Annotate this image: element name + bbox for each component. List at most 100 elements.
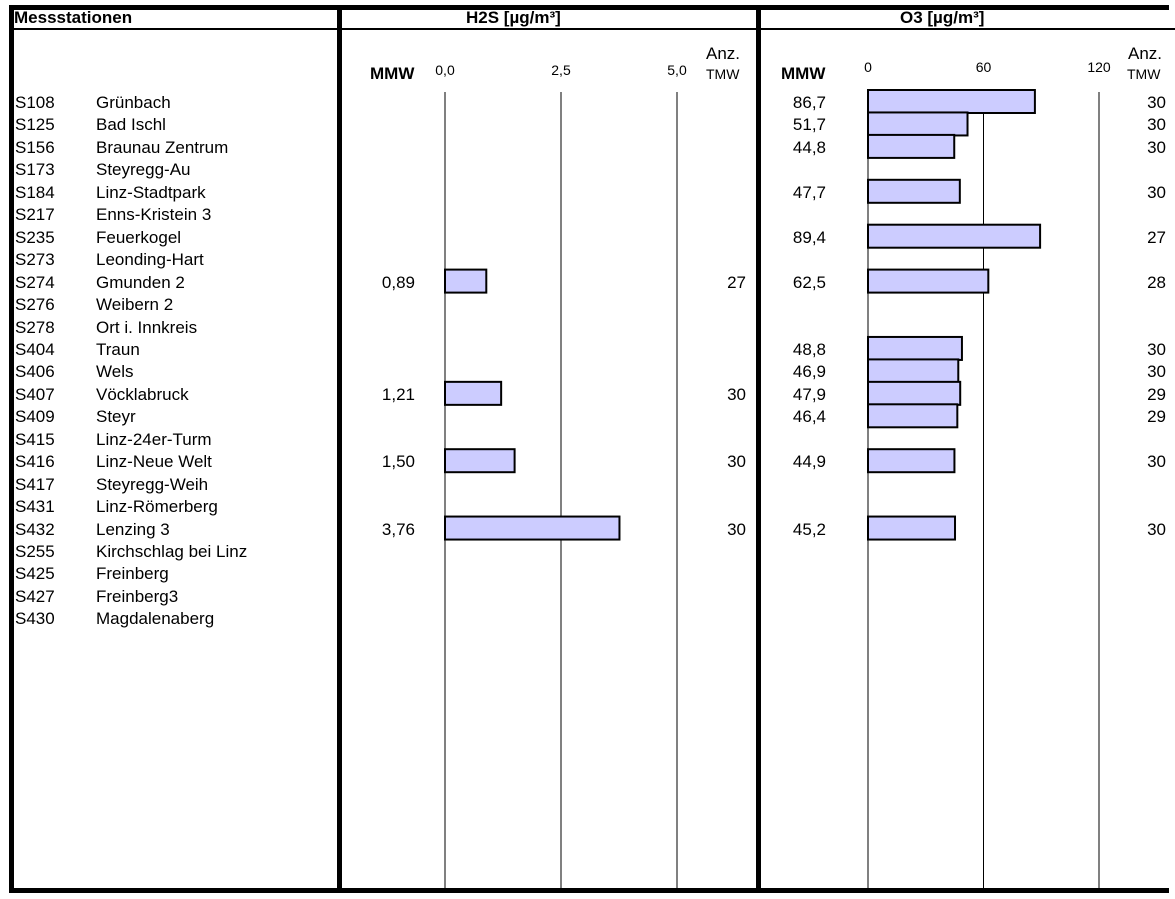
h2s-title: H2S [µg/m³] bbox=[466, 8, 561, 27]
station-code: S416 bbox=[15, 452, 55, 472]
station-code: S406 bbox=[15, 362, 55, 382]
station-name: Linz-24er-Turm bbox=[96, 429, 212, 449]
h2s-count-label-2: TMW bbox=[706, 66, 740, 82]
o3-count-label: 29 bbox=[1147, 384, 1166, 404]
h2s-count-label-1: Anz. bbox=[706, 44, 741, 63]
station-code: S235 bbox=[15, 227, 55, 247]
h2s-tick-label: 0,0 bbox=[435, 62, 455, 78]
o3-value-label: 86,7 bbox=[792, 93, 826, 112]
station-code: S125 bbox=[15, 115, 55, 135]
station-name: Steyr bbox=[96, 407, 136, 427]
station-code: S156 bbox=[15, 137, 55, 157]
o3-value-label: 51,7 bbox=[792, 115, 826, 135]
station-code: S432 bbox=[15, 519, 55, 539]
o3-value-label: 48,8 bbox=[792, 339, 826, 359]
station-code: S427 bbox=[15, 586, 55, 606]
o3-count-label: 30 bbox=[1147, 137, 1166, 157]
o3-count-label: 30 bbox=[1147, 362, 1166, 382]
o3-mmw-label: MMW bbox=[781, 64, 826, 83]
o3-count-label: 30 bbox=[1147, 339, 1166, 359]
station-name: Kirchschlag bei Linz bbox=[96, 542, 248, 561]
station-name: Grünbach bbox=[96, 93, 171, 112]
h2s-mmw-label: MMW bbox=[370, 64, 415, 83]
o3-count-label: 30 bbox=[1147, 519, 1166, 539]
station-code: S407 bbox=[15, 384, 55, 404]
h2s-bar bbox=[444, 448, 516, 474]
o3-bar bbox=[867, 448, 956, 474]
h2s-tick-label: 5,0 bbox=[667, 62, 687, 78]
station-name: Linz-Neue Welt bbox=[96, 452, 212, 472]
o3-title: O3 [µg/m³] bbox=[900, 8, 985, 27]
station-code: S255 bbox=[15, 542, 55, 561]
o3-value-label: 46,4 bbox=[792, 407, 826, 427]
h2s-value-label: 1,21 bbox=[381, 384, 415, 404]
station-name: Lenzing 3 bbox=[96, 519, 170, 539]
h2s-count-label: 30 bbox=[727, 519, 746, 539]
station-name: Magdalenaberg bbox=[96, 609, 215, 629]
station-name: Freinberg3 bbox=[96, 586, 179, 606]
h2s-count-label: 30 bbox=[727, 452, 746, 472]
station-code: S431 bbox=[15, 497, 55, 517]
station-code: S430 bbox=[15, 609, 55, 629]
station-code: S273 bbox=[15, 250, 55, 270]
station-code: S409 bbox=[15, 407, 55, 427]
station-code: S404 bbox=[15, 339, 55, 359]
h2s-value-label: 0,89 bbox=[381, 272, 415, 292]
station-name: Freinberg bbox=[96, 564, 169, 584]
o3-bar bbox=[867, 403, 959, 429]
o3-bar bbox=[867, 268, 990, 294]
station-code: S184 bbox=[15, 182, 55, 202]
h2s-bar bbox=[444, 268, 488, 294]
h2s-bar bbox=[444, 380, 503, 406]
o3-tick-label: 120 bbox=[1087, 59, 1111, 75]
h2s-value-label: 3,76 bbox=[381, 519, 415, 539]
station-code: S278 bbox=[15, 317, 55, 337]
o3-count-label: 30 bbox=[1147, 115, 1166, 135]
o3-bar bbox=[867, 178, 961, 204]
o3-value-label: 46,9 bbox=[792, 362, 826, 382]
h2s-tick-label: 2,5 bbox=[551, 62, 571, 78]
o3-count-label: 30 bbox=[1147, 182, 1166, 202]
o3-count-label: 30 bbox=[1147, 452, 1166, 472]
station-code: S108 bbox=[15, 93, 55, 112]
o3-value-label: 47,7 bbox=[792, 182, 826, 202]
station-code: S217 bbox=[15, 205, 55, 225]
station-name: Wels bbox=[96, 362, 134, 382]
o3-value-label: 89,4 bbox=[792, 227, 826, 247]
station-name: Steyregg-Weih bbox=[96, 474, 209, 494]
table-frame bbox=[9, 5, 1169, 893]
o3-tick-label: 0 bbox=[864, 59, 872, 75]
h2s-value-label: 1,50 bbox=[381, 452, 415, 472]
o3-bar bbox=[867, 335, 963, 361]
station-name: Enns-Kristein 3 bbox=[96, 205, 212, 225]
o3-value-label: 47,9 bbox=[792, 384, 826, 404]
o3-bar bbox=[867, 358, 960, 384]
o3-bar bbox=[867, 223, 1042, 249]
o3-value-label: 44,8 bbox=[792, 137, 826, 157]
h2s-count-label: 30 bbox=[727, 384, 746, 404]
column-divider-h2s bbox=[337, 5, 342, 893]
station-name: Steyregg-Au bbox=[96, 160, 191, 180]
h2s-bar bbox=[444, 515, 621, 541]
header-underline bbox=[9, 28, 1175, 30]
station-code: S425 bbox=[15, 564, 55, 584]
o3-bar bbox=[867, 111, 969, 137]
station-code: S415 bbox=[15, 429, 55, 449]
station-name: Feuerkogel bbox=[96, 227, 182, 247]
station-code: S417 bbox=[15, 474, 55, 494]
station-name: Linz-Römerberg bbox=[96, 497, 218, 517]
o3-count-label-2: TMW bbox=[1127, 66, 1161, 82]
o3-tick-label: 60 bbox=[976, 59, 992, 75]
stations-title: Messstationen bbox=[14, 8, 133, 27]
station-name: Braunau Zentrum bbox=[96, 137, 229, 157]
o3-count-label: 28 bbox=[1147, 272, 1166, 292]
o3-count-label: 29 bbox=[1147, 407, 1166, 427]
station-name: Bad Ischl bbox=[96, 115, 166, 135]
o3-count-label: 30 bbox=[1147, 93, 1166, 112]
station-name: Vöcklabruck bbox=[96, 384, 189, 404]
station-name: Leonding-Hart bbox=[96, 250, 204, 270]
o3-bar bbox=[867, 133, 956, 159]
column-divider-o3 bbox=[756, 5, 761, 893]
station-name: Ort i. Innkreis bbox=[96, 317, 198, 337]
